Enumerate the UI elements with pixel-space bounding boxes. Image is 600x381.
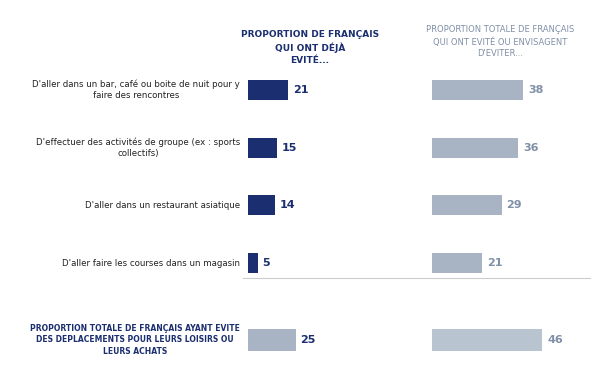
Bar xyxy=(432,195,502,215)
Bar xyxy=(248,195,275,215)
Text: PROPORTION TOTALE DE FRANÇAIS AYANT EVITE
DES DEPLACEMENTS POUR LEURS LOISIRS OU: PROPORTION TOTALE DE FRANÇAIS AYANT EVIT… xyxy=(30,324,240,355)
Text: PROPORTION DE FRANÇAIS
QUI ONT DÉJÀ
EVITÉ...: PROPORTION DE FRANÇAIS QUI ONT DÉJÀ EVIT… xyxy=(241,30,379,65)
Text: 21: 21 xyxy=(293,85,308,95)
Text: 14: 14 xyxy=(280,200,295,210)
Text: 36: 36 xyxy=(523,143,539,153)
Text: 29: 29 xyxy=(506,200,522,210)
Text: 15: 15 xyxy=(281,143,297,153)
Bar xyxy=(248,329,296,351)
Text: 46: 46 xyxy=(547,335,563,345)
Text: D'aller dans un restaurant asiatique: D'aller dans un restaurant asiatique xyxy=(85,200,240,210)
Text: D'aller dans un bar, café ou boite de nuit pour y
faire des rencontres: D'aller dans un bar, café ou boite de nu… xyxy=(32,80,240,100)
Text: PROPORTION TOTALE DE FRANÇAIS
QUI ONT EVITÉ OU ENVISAGENT
D'EVITER...: PROPORTION TOTALE DE FRANÇAIS QUI ONT EV… xyxy=(426,25,574,58)
Text: D'effectuer des activités de groupe (ex : sports
collectifs): D'effectuer des activités de groupe (ex … xyxy=(36,138,240,158)
Bar xyxy=(432,80,523,100)
Bar xyxy=(432,138,518,158)
Text: 25: 25 xyxy=(301,335,316,345)
Text: 38: 38 xyxy=(528,85,544,95)
Bar xyxy=(248,138,277,158)
Text: D'aller faire les courses dans un magasin: D'aller faire les courses dans un magasi… xyxy=(62,258,240,267)
Text: 21: 21 xyxy=(487,258,503,268)
Bar xyxy=(248,253,257,273)
Bar xyxy=(248,80,288,100)
Bar xyxy=(432,329,542,351)
Bar xyxy=(432,253,482,273)
Text: 5: 5 xyxy=(263,258,270,268)
